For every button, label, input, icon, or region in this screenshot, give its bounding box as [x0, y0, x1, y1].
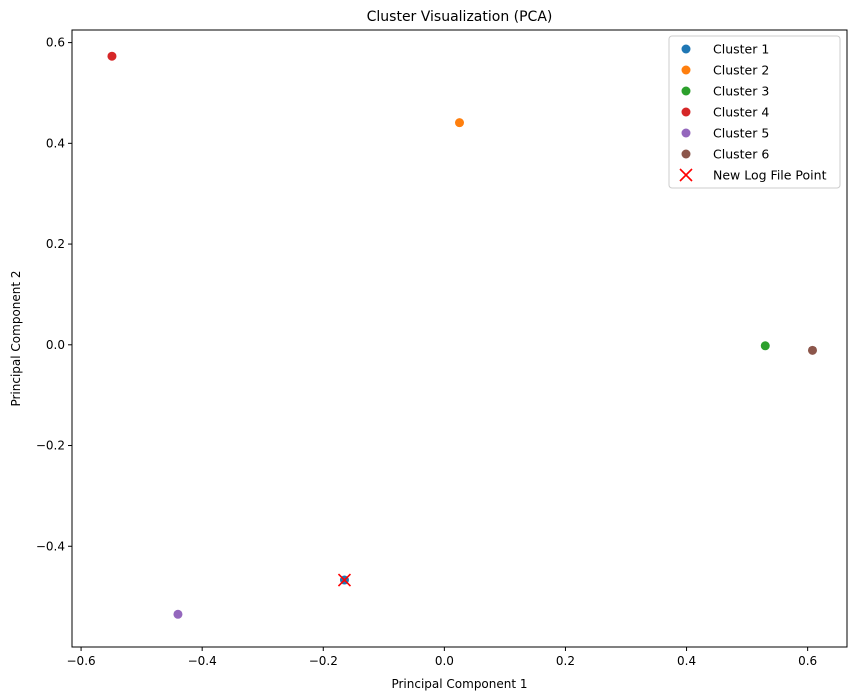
y-axis-label: Principal Component 2	[9, 270, 23, 406]
legend-label: Cluster 4	[713, 105, 769, 120]
legend-marker	[681, 149, 691, 159]
x-tick-label: −0.4	[188, 654, 217, 668]
y-tick-label: 0.2	[46, 237, 65, 251]
cluster-point	[760, 341, 770, 351]
legend-marker	[681, 86, 691, 96]
new-point-marker	[337, 573, 352, 587]
cluster-point	[807, 345, 817, 355]
cluster-point	[173, 609, 183, 619]
x-tick-label: 0.2	[556, 654, 575, 668]
legend-label: Cluster 3	[713, 84, 769, 99]
legend-marker	[679, 168, 693, 182]
x-tick-label: −0.6	[67, 654, 96, 668]
y-tick-label: −0.4	[36, 539, 65, 553]
x-axis-ticks: −0.6 −0.4 −0.2 0.0 0.2 0.4 0.6	[67, 647, 817, 668]
legend-marker	[681, 128, 691, 138]
legend-box	[668, 35, 841, 189]
legend-marker	[681, 107, 691, 117]
data-points	[107, 51, 817, 619]
x-tick-label: −0.2	[309, 654, 338, 668]
x-tick-label: 0.6	[798, 654, 817, 668]
legend-marker	[681, 44, 691, 54]
plot-area	[71, 29, 848, 648]
x-tick-label: 0.4	[677, 654, 696, 668]
y-axis-ticks: −0.4 −0.2 0.0 0.2 0.4 0.6	[36, 36, 72, 553]
legend-label: Cluster 6	[713, 147, 769, 162]
y-tick-label: −0.2	[36, 439, 65, 453]
legend-marker	[681, 65, 691, 75]
y-tick-label: 0.4	[46, 136, 65, 150]
y-tick-label: 0.6	[46, 36, 65, 50]
legend: Cluster 1 Cluster 2 Cluster 3 Cluster 4 Clus…	[668, 35, 841, 189]
cluster-point	[107, 51, 117, 61]
legend-label: Cluster 1	[713, 42, 769, 57]
legend-label: Cluster 5	[713, 126, 769, 141]
chart-title: Cluster Visualization (PCA)	[367, 9, 553, 25]
cluster-point	[455, 118, 464, 128]
legend-label: New Log File Point	[713, 168, 827, 183]
y-tick-label: 0.0	[46, 338, 65, 352]
legend-label: Cluster 2	[713, 63, 769, 78]
x-axis-label: Principal Component 1	[391, 677, 527, 691]
x-tick-label: 0.0	[435, 654, 454, 668]
